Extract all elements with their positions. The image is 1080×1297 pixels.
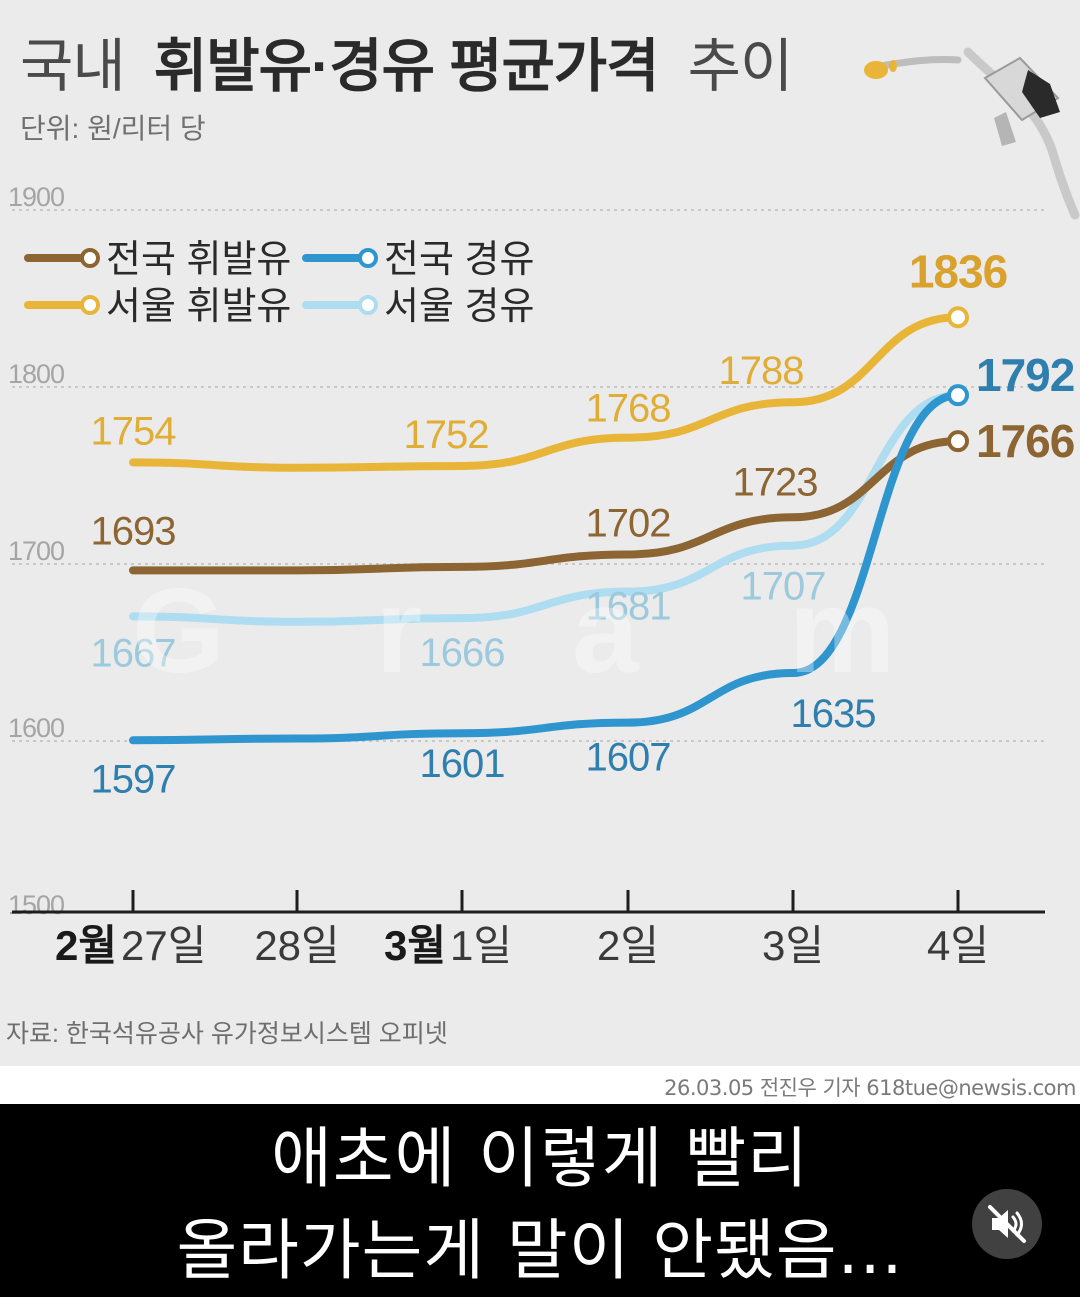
axis-layer: 2월27일 28일 3월1일 2일 3일 4일 [12,890,1045,969]
x-tick-day-2: 1일 [450,922,512,969]
series-line-national-diesel [129,391,962,745]
svg-text:국내 휘발유·경유 평균가격: 국내 휘발유·경유 평균가격 추이 [20,34,792,99]
data-label-seoul-gasoline-2: 1752 [404,413,489,457]
data-label-seoul-diesel-2: 1666 [420,631,505,675]
y-tick-label-1700: 1700 [8,536,64,566]
x-tick-label-2: 3월1일 [384,922,512,969]
x-tick-month-0: 2월 [55,922,117,969]
chart-panel: 1500 1600 1700 1800 1900 2월27일 28일 3월1일 2일 3일 4일 … [0,0,1080,1066]
data-label-national-diesel-3: 1607 [586,736,671,780]
x-tick-label-1: 28일 [254,922,339,969]
y-tick-label-1800: 1800 [8,359,64,389]
x-tick-day-0: 27일 [121,922,206,969]
data-label-seoul-diesel-4: 1707 [741,565,826,609]
series-line-seoul-gasoline [129,313,962,472]
data-label-national-gasoline-4: 1723 [733,460,818,504]
data-label-national-gasoline-3: 1702 [586,501,671,545]
mute-button[interactable] [972,1189,1042,1259]
title-bold: 휘발유·경유 평균가격 [154,34,659,99]
speaker-muted-icon [988,1205,1026,1243]
x-tick-label-4: 3일 [762,922,824,969]
title-light: 국내 [20,34,125,99]
title-tail: 추이 [688,34,793,99]
watermark: Gram [132,564,1045,698]
series-line-national-gasoline [129,437,962,575]
legend-label-seoul-diesel: 서울 경유 [384,286,534,328]
data-label-national-gasoline-5: 1766 [976,415,1074,467]
y-tick-label-1600: 1600 [8,713,64,743]
data-label-seoul-diesel-3: 1681 [586,585,671,629]
series-layer [129,306,969,745]
source-note: 자료: 한국석유공사 유가정보시스템 오피넷 [6,1020,448,1048]
series-endpoint-seoul-gasoline [947,306,969,329]
data-label-national-diesel-5: 1792 [976,349,1074,401]
series-endpoint-national-diesel [947,384,969,407]
x-tick-label-0: 2월27일 [55,922,206,969]
legend-marker-national-diesel [358,248,378,268]
unit-label: 단위: 원/리터 당 [20,113,206,144]
legend-label-national-gasoline: 전국 휘발유 [106,239,291,281]
fuel-nozzle-icon [864,47,1080,220]
legend-marker-national-gasoline [80,248,100,268]
caption-line-2: 올라가는게 말이 안됐음... [176,1212,904,1289]
chart-title: 국내 휘발유·경유 평균가격 추이 [20,34,793,99]
data-label-national-diesel-2: 1601 [420,742,505,786]
x-tick-month-2: 3월 [384,922,446,969]
credit-strip: 26.03.05 전진우 기자 618tue@newsis.com [0,1066,1080,1104]
series-line-seoul-diesel [129,391,962,626]
video-caption: 애초에 이렇게 빨리 올라가는게 말이 안됐음... [0,1104,1080,1297]
x-tick-label-5: 4일 [927,922,989,969]
fuel-drop [864,61,888,79]
x-tick-label-3: 2일 [597,922,659,969]
data-label-seoul-gasoline-5: 1836 [909,245,1007,297]
caption-line-1: 애초에 이렇게 빨리 [271,1120,809,1197]
data-label-national-gasoline-0: 1693 [91,509,176,553]
y-tick-label-1500: 1500 [8,890,64,920]
legend-marker-seoul-gasoline [80,295,100,315]
reporter-credit: 26.03.05 전진우 기자 618tue@newsis.com [664,1076,1076,1100]
data-label-seoul-diesel-0: 1667 [91,631,176,675]
data-label-seoul-gasoline-0: 1754 [91,409,177,453]
legend-label-national-diesel: 전국 경유 [384,239,534,281]
grid-layer: 1500 1600 1700 1800 1900 [8,182,1045,920]
series-endpoint-national-gasoline [947,430,969,453]
y-tick-label-1900: 1900 [8,182,64,212]
data-label-national-diesel-4: 1635 [791,692,876,736]
data-label-national-diesel-0: 1597 [91,757,176,801]
data-label-seoul-gasoline-3: 1768 [586,387,671,431]
data-label-layer: 1693 1702 1723 1766 1597 1601 1607 1635 1792 1754… [91,245,1076,801]
legend-label-seoul-gasoline: 서울 휘발유 [106,286,291,328]
data-label-seoul-gasoline-4: 1788 [719,349,804,393]
legend-marker-seoul-diesel [358,295,378,315]
